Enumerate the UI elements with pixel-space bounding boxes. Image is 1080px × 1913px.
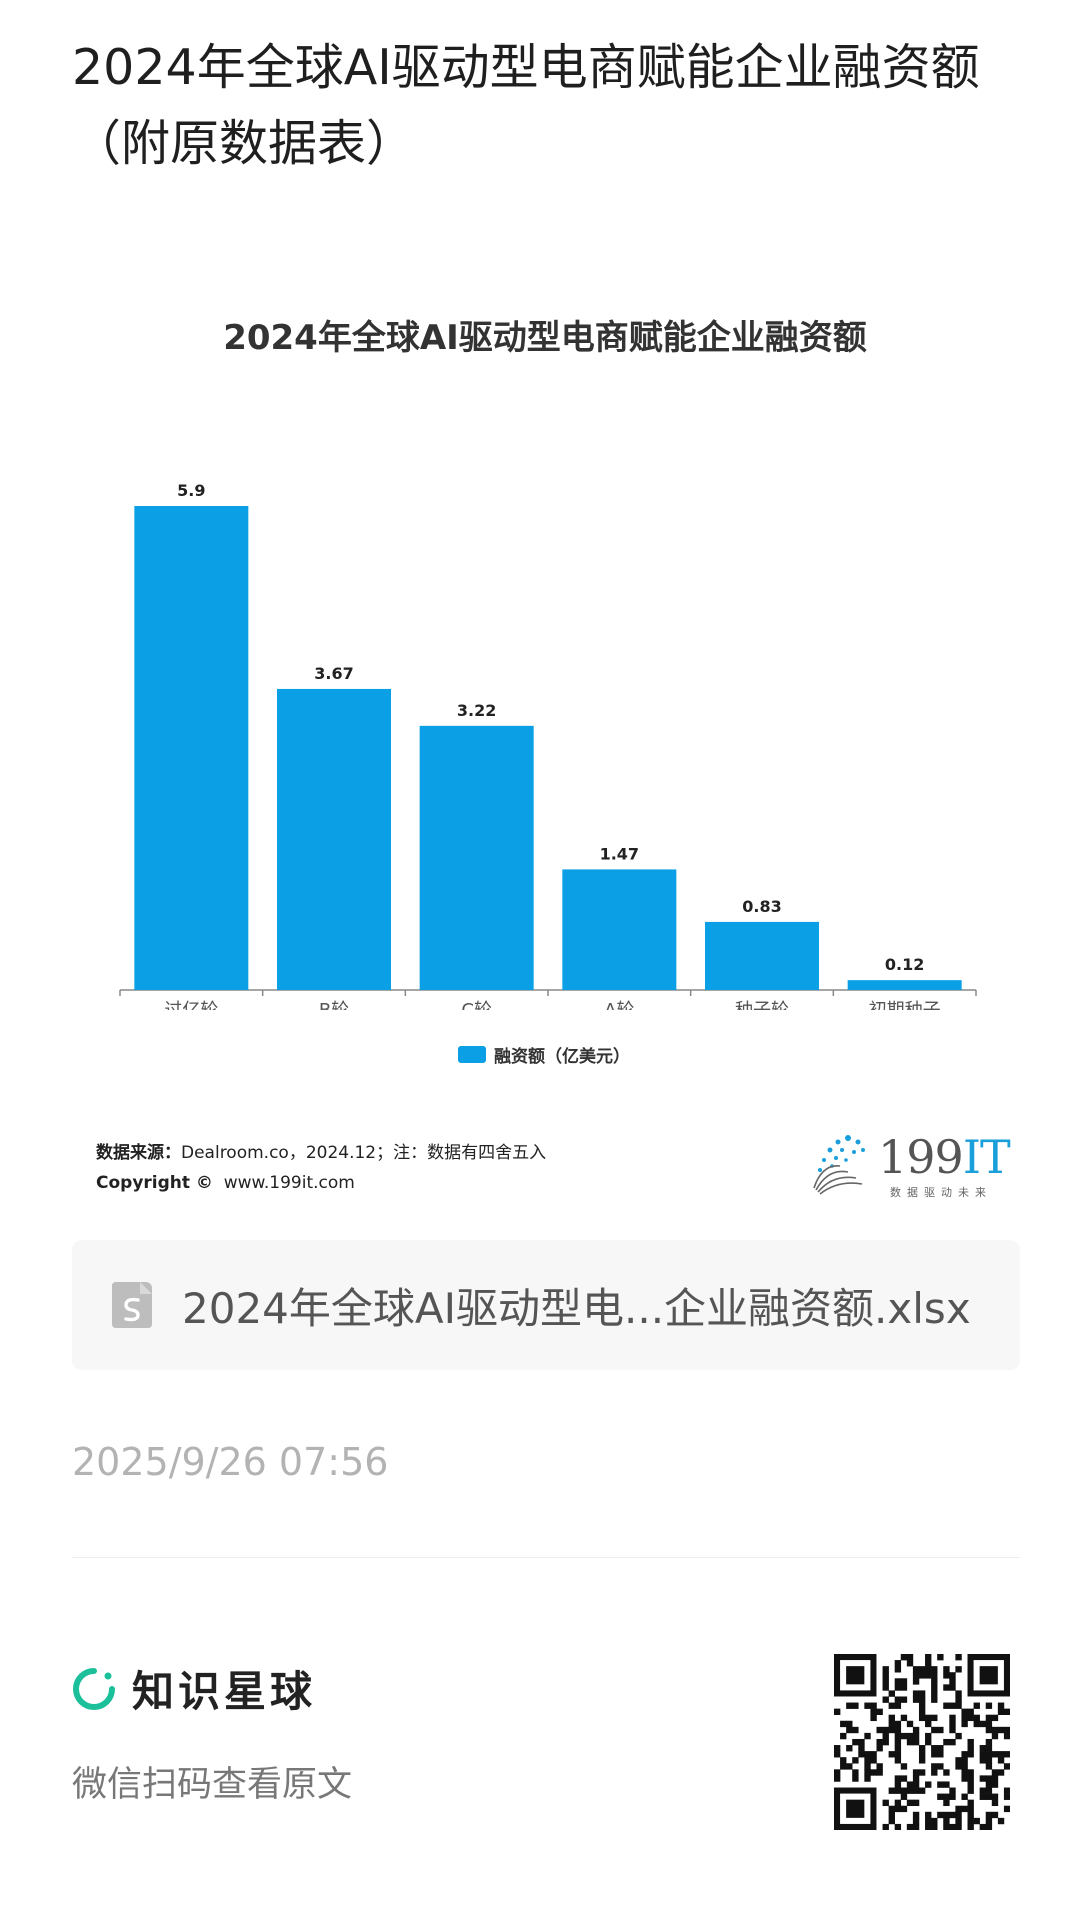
bar [562, 869, 677, 990]
attachment-filename: 2024年全球AI驱动型电...企业融资额.xlsx [182, 1283, 971, 1333]
divider [72, 1557, 1020, 1558]
data-label: 0.83 [742, 897, 781, 916]
brand-logo: 知识星球 [72, 1658, 316, 1719]
data-label: 5.9 [177, 481, 205, 500]
x-tick-label: B轮 [319, 1000, 349, 1010]
x-tick-label: A轮 [604, 1000, 634, 1010]
source-text: Dealroom.co，2024.12；注：数据有四舍五入 [181, 1143, 547, 1163]
chart-legend: 融资额（亿美元） [458, 1042, 630, 1067]
legend-swatch [458, 1046, 486, 1063]
bar-chart: 5.9 过亿轮 3.67 B轮 3.22 C轮 1.47 A轮 0.83 种子轮 0.12 初期种子 [119, 481, 977, 1010]
post-timestamp: 2025/9/26 07:56 [72, 1440, 389, 1484]
data-label: 3.22 [457, 701, 496, 720]
bar [134, 506, 249, 990]
copyright-text: www.199it.com [223, 1173, 355, 1193]
bar [419, 725, 534, 990]
dandelion-logo-icon [813, 1135, 865, 1195]
attachment-file-card[interactable]: 2024年全球AI驱动型电...企业融资额.xlsx [72, 1240, 1020, 1370]
brand-name: 知识星球 [132, 1667, 317, 1716]
logo-tagline: 数据驱动未来 [890, 1186, 992, 1199]
199it-logo: 199IT 数据驱动未来 [808, 1128, 1011, 1203]
spreadsheet-file-icon [112, 1282, 152, 1328]
logo-number: 199 [878, 1130, 964, 1184]
chart-title: 2024年全球AI驱动型电商赋能企业融资额 [223, 318, 867, 358]
qr-code-icon[interactable] [834, 1654, 1010, 1830]
scan-instruction: 微信扫码查看原文 [72, 1765, 353, 1805]
logo-suffix: IT [962, 1130, 1011, 1184]
bar [705, 921, 819, 990]
x-tick-label: 初期种子 [869, 1000, 941, 1010]
source-label: 数据来源： [96, 1143, 181, 1163]
copyright-label: Copyright © [96, 1173, 213, 1193]
x-tick-label: 过亿轮 [164, 1000, 218, 1010]
x-tick-label: C轮 [461, 1000, 492, 1010]
chart-source: 数据来源：Dealroom.co，2024.12；注：数据有四舍五入 Copyr… [96, 1138, 546, 1198]
bar [847, 980, 962, 990]
data-label: 1.47 [600, 844, 639, 863]
chart-figure: 2024年全球AI驱动型电商赋能企业融资额 5.9 过亿轮 3.67 B轮 3.22 C轮… [0, 290, 1080, 1220]
bar [277, 688, 391, 990]
data-label: 0.12 [885, 955, 924, 974]
legend-label: 融资额（亿美元） [494, 1047, 630, 1067]
data-label: 3.67 [314, 664, 353, 683]
page-title: 2024年全球AI驱动型电商赋能企业融资额（附原数据表） [72, 39, 980, 172]
zhishi-xingqiu-ring-icon [73, 1667, 115, 1710]
x-tick-label: 种子轮 [735, 1000, 789, 1010]
